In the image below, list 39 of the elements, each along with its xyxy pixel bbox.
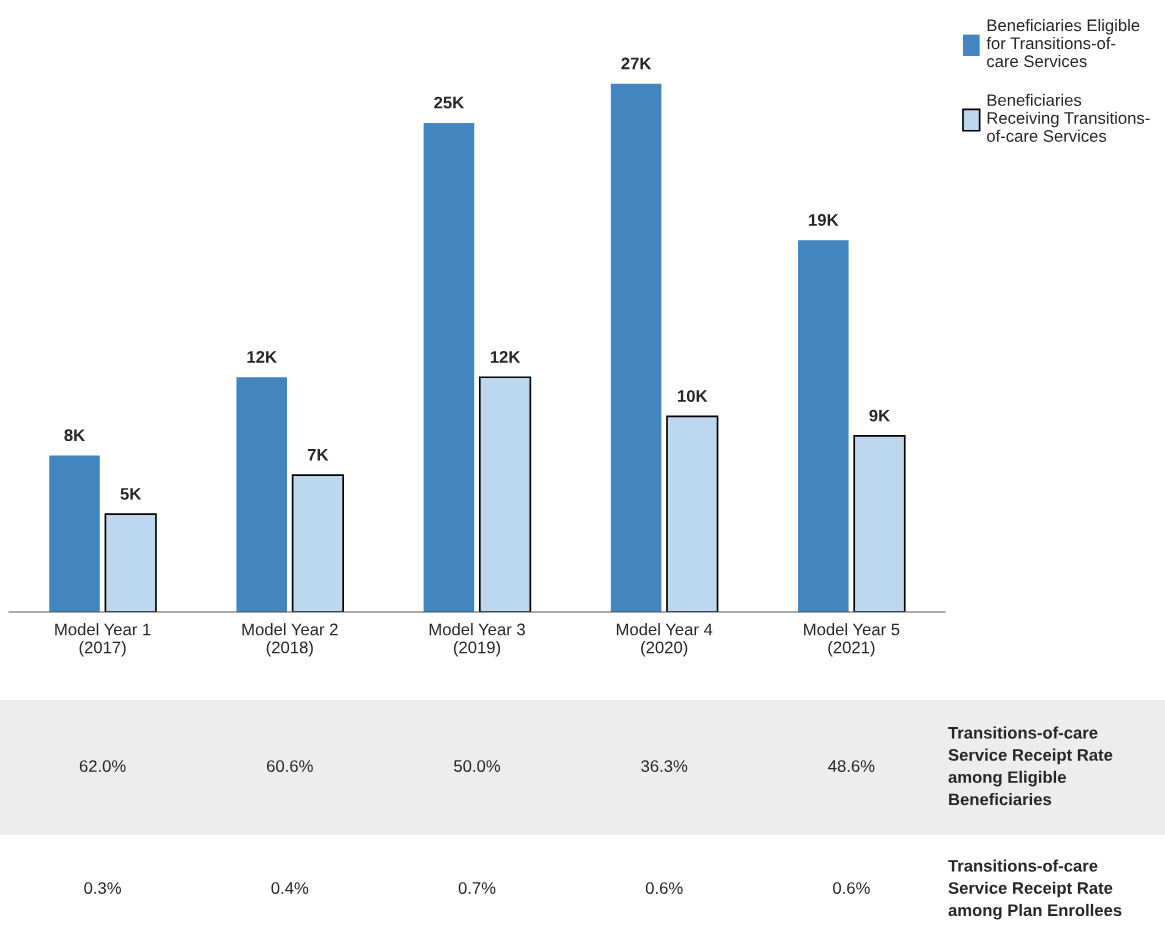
text: 0.7% xyxy=(458,882,496,894)
x-tick-label: Model Year 5 (2021) xyxy=(804,623,900,657)
data-label: 12K xyxy=(490,351,521,363)
legend-label: Beneficiaries Receiving Transitions- of-care Services xyxy=(987,93,1150,142)
text: 48.6% xyxy=(828,760,875,772)
x-tick-label: Model Year 3 (2019) xyxy=(429,623,525,657)
bar xyxy=(49,455,100,612)
x-tick-label: Model Year 4 (2020) xyxy=(616,623,713,657)
bar xyxy=(291,474,344,612)
data-label: 10K xyxy=(678,390,708,402)
text: 0.3% xyxy=(84,882,121,894)
text: 0.6% xyxy=(645,882,683,894)
bar xyxy=(478,376,532,612)
data-label: 12K xyxy=(247,351,277,363)
bar xyxy=(104,513,157,612)
data-label: 7K xyxy=(307,449,329,461)
text: 62.0% xyxy=(79,760,126,772)
text: Transitions-of-care Service Receipt Rate among Plan Enrollees xyxy=(948,859,1122,920)
text: 36.3% xyxy=(641,760,688,772)
x-tick-label: Model Year 1 (2017) xyxy=(55,623,151,657)
text: 50.0% xyxy=(454,760,501,772)
text: 0.4% xyxy=(271,882,309,894)
legend-label: Beneficiaries Eligible for Transitions-of- care Services xyxy=(986,19,1140,68)
bar xyxy=(798,240,849,612)
text: Transitions-of-care Service Receipt Rate among Eligible Beneficiaries xyxy=(948,726,1113,806)
data-label: 9K xyxy=(869,409,890,422)
text: 0.6% xyxy=(833,882,870,894)
x-tick-label: Model Year 2 (2018) xyxy=(242,623,338,657)
data-label: 5K xyxy=(120,488,142,500)
text: 60.6% xyxy=(267,760,313,772)
bar xyxy=(236,377,287,612)
data-label: 19K xyxy=(809,214,839,226)
bar xyxy=(853,435,906,612)
data-label: 25K xyxy=(434,96,465,109)
data-label: 27K xyxy=(621,57,652,70)
bar xyxy=(610,83,662,612)
bar xyxy=(666,415,719,612)
data-label: 8K xyxy=(64,429,86,442)
bar xyxy=(423,122,475,612)
